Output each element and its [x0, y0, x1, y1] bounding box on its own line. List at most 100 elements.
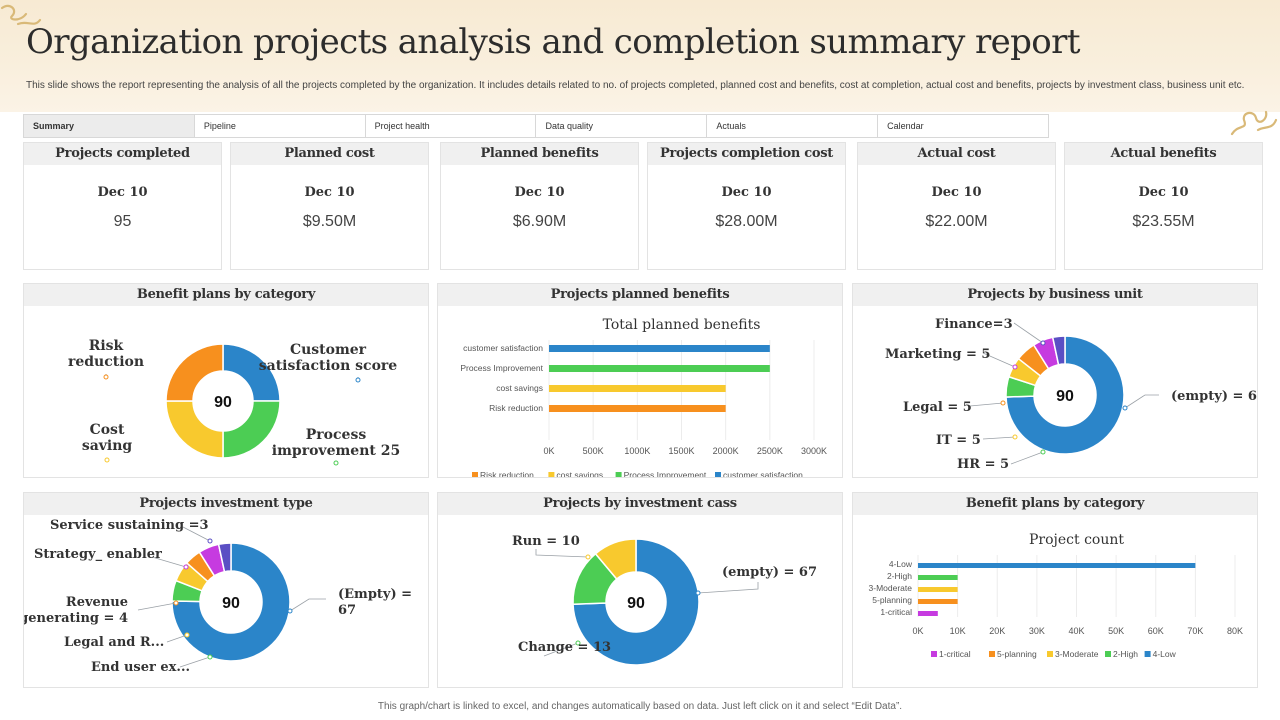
decorative-swirl-right	[1230, 110, 1278, 136]
chart-subtitle: Project count	[1029, 532, 1124, 548]
tab-calendar[interactable]: Calendar	[887, 121, 924, 131]
x-tick-label: 80K	[1227, 626, 1243, 636]
x-tick-label: 60K	[1148, 626, 1164, 636]
legend-swatch-process-improvement	[615, 472, 622, 477]
kpi-card-projects-completion-cost: Projects completion cost Dec 10 $28.00M	[647, 142, 846, 270]
tab-actuals[interactable]: Actuals	[707, 115, 879, 137]
legend-swatch-1-critical	[931, 651, 937, 657]
investment-cass-donut-chart: 90 (empty) = 67 Change = 13 Run = 10	[512, 534, 817, 666]
label-cost-saving-line2: saving	[82, 438, 133, 454]
label-risk-reduction-dot	[103, 374, 109, 380]
kpi-title: Projects completed	[24, 143, 221, 165]
label-end-user-dot	[207, 654, 213, 660]
label-customer-satisfaction: Customer	[290, 342, 367, 358]
tab-summary[interactable]: Summary	[24, 115, 195, 137]
label-it-leader	[982, 436, 1016, 440]
kpi-title: Planned benefits	[441, 143, 638, 165]
tab-project-health[interactable]: Project health	[366, 115, 537, 137]
label-revenue-generating: Revenue	[66, 595, 128, 610]
donut-center-value: 90	[1056, 388, 1074, 405]
x-tick-label: 1000K	[624, 446, 650, 456]
donut-center-value: 90	[222, 595, 240, 612]
label-finance-dot	[1040, 340, 1046, 346]
x-tick-label: 3000K	[801, 446, 827, 456]
label-legal-and-r: Legal and R...	[64, 635, 164, 650]
tab-data-quality[interactable]: Data quality	[536, 115, 708, 137]
x-tick-label: 2500K	[757, 446, 783, 456]
x-tick-label: 0K	[912, 626, 923, 636]
label-legal-and-r-dot	[184, 632, 190, 638]
x-tick-label: 30K	[1029, 626, 1045, 636]
donut-slice-run-10	[594, 538, 637, 581]
kpi-value: $28.00M	[715, 213, 778, 230]
label-risk-reduction-line2: reduction	[68, 354, 144, 370]
legend-label-1-critical: 1-critical	[939, 649, 971, 659]
label-empty-line2: 67	[338, 603, 356, 618]
label-marketing-dot	[1012, 364, 1018, 370]
label-process-improvement: Process	[306, 427, 367, 443]
label-process-improvement-dot	[333, 460, 339, 466]
label-empty-leader	[289, 598, 326, 612]
kpi-date: Dec 10	[931, 185, 982, 200]
y-category-label: Risk reduction	[489, 403, 543, 413]
kpi-title: Actual benefits	[1065, 143, 1262, 165]
y-category-label: customer satisfaction	[463, 343, 543, 353]
kpi-card-actual-benefits: Actual benefits Dec 10 $23.55M	[1064, 142, 1263, 270]
kpi-title: Projects completion cost	[648, 143, 845, 165]
label-strategy-enabler: Strategy_ enabler	[34, 547, 162, 562]
legend-label-cost-savings: cost savings	[556, 470, 603, 477]
y-category-label: 1-critical	[880, 607, 912, 617]
label-finance: Finance=3	[935, 317, 1013, 332]
label-run: Run = 10	[512, 534, 580, 549]
bar-5-planning	[918, 599, 958, 604]
label-service-sustaining-leader	[182, 526, 211, 542]
project-count-bar-chart: Project count 0K 10K 20K 30K 40K 50K 60K 70K 80K 4…	[869, 532, 1243, 659]
bar-cost-savings	[549, 385, 726, 392]
label-empty: (empty) = 67	[1171, 389, 1257, 404]
panel-title: Benefit plans by category	[853, 493, 1257, 515]
legend-swatch-risk-reduction	[472, 472, 478, 477]
bar-risk-reduction	[549, 405, 726, 412]
donut-center-value: 90	[214, 394, 232, 411]
label-strategy-enabler-dot	[183, 564, 189, 570]
donut-center	[606, 572, 666, 632]
label-end-user-leader	[179, 656, 211, 668]
label-finance-leader	[1013, 322, 1044, 344]
label-marketing: Marketing = 5	[885, 347, 990, 362]
page-title: Organization projects analysis and compl…	[26, 22, 1081, 62]
planned-benefits-bar-chart: Total planned benefits 0K 500K 1000K 1500K 20…	[460, 317, 827, 477]
panel-benefit-plans-by-category: Benefit plans by category 90 Customer sati…	[23, 283, 429, 478]
bar-customer-satisfaction	[549, 345, 770, 352]
label-change-leader	[543, 642, 579, 657]
kpi-date: Dec 10	[97, 185, 148, 200]
kpi-value: $6.90M	[512, 213, 567, 230]
legend-swatch-cost-savings	[548, 472, 555, 477]
header-band	[0, 0, 1280, 112]
panel-title: Benefit plans by category	[24, 284, 428, 306]
x-tick-label: 10K	[950, 626, 966, 636]
label-empty-leader	[697, 582, 759, 594]
label-it: IT = 5	[936, 433, 981, 448]
page-description: This slide shows the report representing…	[26, 80, 1245, 91]
x-tick-label: 0K	[543, 446, 554, 456]
tab-pipeline[interactable]: Pipeline	[195, 115, 366, 137]
legend-swatch-customer-satisfaction	[715, 472, 721, 477]
x-tick-label: 20K	[989, 626, 1005, 636]
label-hr: HR = 5	[957, 457, 1009, 472]
y-category-label: 5-planning	[872, 595, 912, 605]
panel-projects-investment-type: Projects investment type 90 (Empty) = 67 En…	[23, 492, 429, 688]
x-tick-label: 50K	[1108, 626, 1124, 636]
label-legal: Legal = 5	[903, 400, 972, 415]
bar-3-moderate	[918, 587, 958, 592]
label-empty-dot	[1122, 405, 1128, 411]
y-category-label: 3-Moderate	[869, 583, 913, 593]
legend-label-customer-satisfaction: customer satisfaction	[723, 470, 803, 477]
kpi-value: $22.00M	[925, 213, 988, 230]
panel-projects-by-business-unit: Projects by business unit 90 (empty) = 67…	[852, 283, 1258, 478]
donut-center	[200, 571, 262, 633]
label-empty: (empty) = 67	[722, 565, 817, 580]
kpi-card-actual-cost: Actual cost Dec 10 $22.00M	[857, 142, 1056, 270]
panel-title: Projects investment type	[24, 493, 428, 515]
label-strategy-enabler-leader	[151, 556, 187, 568]
y-category-label: 4-Low	[889, 559, 913, 569]
